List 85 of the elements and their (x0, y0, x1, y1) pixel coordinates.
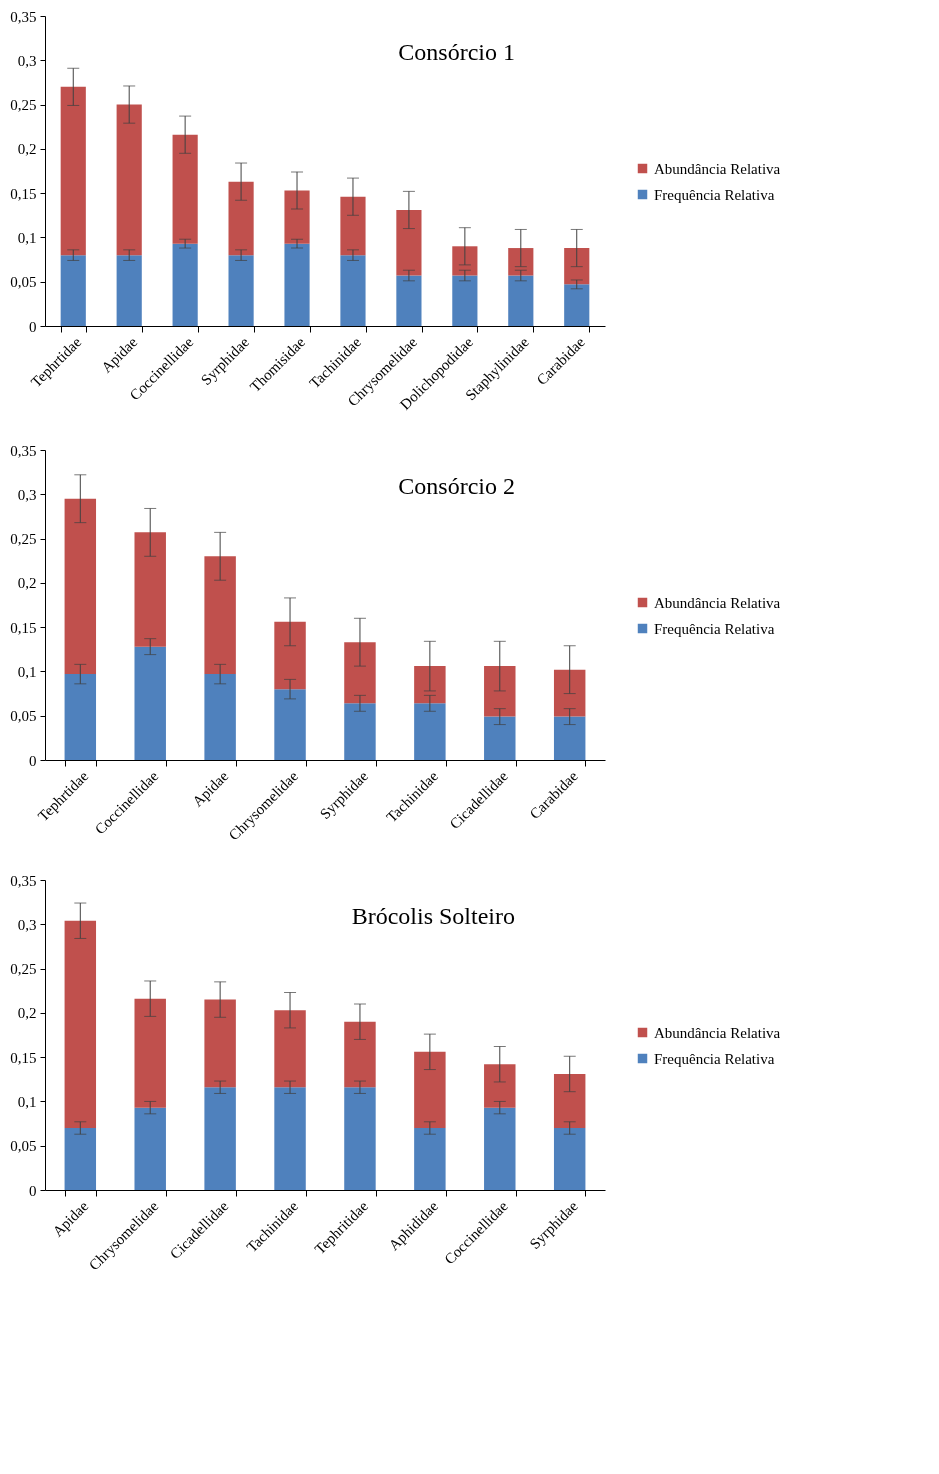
bar (553, 1073, 586, 1128)
y-tick-label: 0,3 (17, 916, 37, 933)
bar (553, 669, 586, 717)
bar (553, 716, 586, 760)
legend-label: Frequência Relativa (654, 620, 775, 637)
y-tick-label: 0,2 (17, 1005, 37, 1022)
bar (116, 255, 142, 326)
bar (274, 1010, 306, 1088)
legend-label: Frequência Relativa (654, 1050, 775, 1067)
y-tick-label: 0,1 (17, 229, 37, 246)
y-tick-label: 0,2 (17, 575, 37, 592)
y-tick-label: 0,35 (10, 872, 37, 889)
y-tick-label: 0,1 (17, 663, 37, 680)
bar (396, 209, 422, 276)
y-tick-label: 0,25 (10, 97, 37, 114)
bar (452, 246, 478, 276)
bar (484, 666, 516, 717)
legend-label: Abundância Relativa (654, 594, 781, 611)
bar (204, 674, 236, 760)
bar (284, 243, 310, 326)
bar (553, 1128, 586, 1190)
bar (484, 1064, 516, 1108)
bar (134, 1107, 166, 1190)
y-tick-label: 0 (29, 318, 37, 335)
text: Consórcio 1 (398, 39, 515, 65)
bar (396, 275, 422, 326)
bar (64, 920, 97, 1128)
bar (60, 86, 86, 256)
y-tick-label: 0 (29, 752, 37, 769)
y-tick-label: 0,05 (10, 274, 37, 291)
text: Brócolis Solteiro (351, 903, 515, 929)
y-tick-label: 0,15 (10, 619, 37, 636)
bar (414, 703, 446, 760)
bar (228, 255, 254, 326)
bar (204, 999, 236, 1088)
y-tick-label: 0 (29, 1182, 37, 1199)
bar (274, 689, 306, 760)
y-tick-label: 0,35 (10, 8, 37, 25)
bar (414, 1051, 446, 1128)
bar (116, 104, 142, 256)
bar (172, 134, 198, 244)
legend-label: Abundância Relativa (654, 1024, 781, 1041)
y-tick-label: 0,15 (10, 1049, 37, 1066)
bar (134, 646, 166, 760)
bar (64, 674, 97, 760)
bar (340, 196, 366, 256)
bar (274, 1087, 306, 1190)
legend-label: Frequência Relativa (654, 186, 775, 203)
bar (508, 248, 534, 276)
bar (452, 275, 478, 326)
y-tick-label: 0,2 (17, 141, 37, 158)
bar (172, 243, 198, 326)
bar (344, 1087, 376, 1190)
bar (344, 642, 376, 704)
bar (344, 1021, 376, 1088)
y-tick-label: 0,3 (17, 486, 37, 503)
bar (414, 1128, 446, 1190)
y-tick-label: 0,05 (10, 708, 37, 725)
y-tick-label: 0,25 (10, 961, 37, 978)
bar (134, 998, 166, 1108)
bar (64, 498, 97, 675)
bar (414, 666, 446, 704)
y-tick-label: 0,25 (10, 531, 37, 548)
bar (228, 181, 254, 256)
bar (134, 532, 166, 647)
bar (284, 190, 310, 244)
y-tick-label: 0,35 (10, 442, 37, 459)
bar (274, 621, 306, 690)
bar (204, 1087, 236, 1190)
bar (204, 556, 236, 675)
bar (344, 703, 376, 760)
bar (484, 716, 516, 760)
y-tick-label: 0,3 (17, 52, 37, 69)
bar (60, 255, 86, 326)
text: Consórcio 2 (398, 473, 515, 499)
y-tick-label: 0,1 (17, 1093, 37, 1110)
bar (564, 284, 590, 326)
y-tick-label: 0,05 (10, 1138, 37, 1155)
bar (564, 248, 590, 285)
bar (340, 255, 366, 326)
bar (484, 1107, 516, 1190)
bar (508, 275, 534, 326)
legend-label: Abundância Relativa (654, 160, 781, 177)
y-tick-label: 0,15 (10, 185, 37, 202)
bar (64, 1128, 97, 1190)
